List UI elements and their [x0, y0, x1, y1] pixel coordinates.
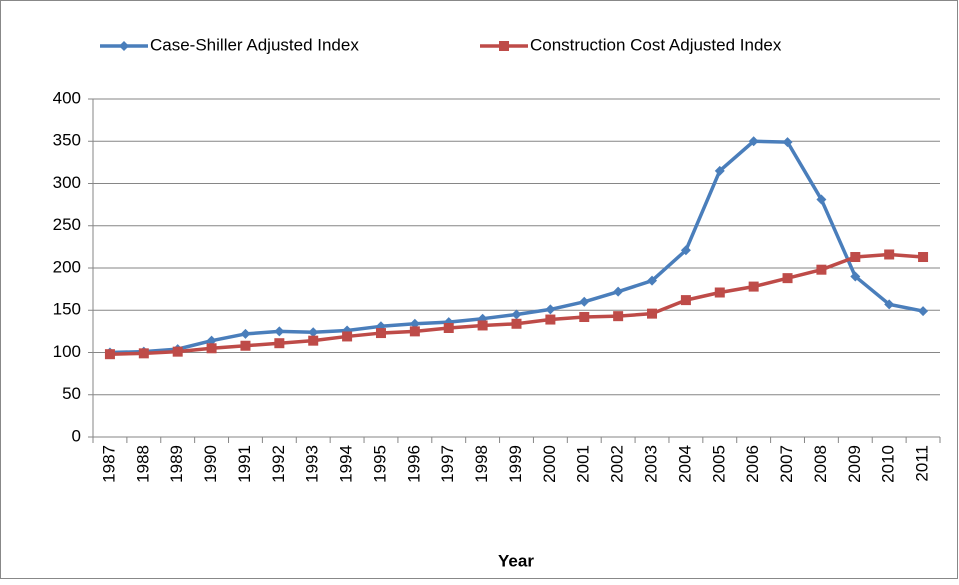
data-point [274, 338, 285, 349]
data-point [680, 245, 691, 256]
data-point [172, 346, 183, 357]
data-point [138, 348, 149, 359]
x-tick-label: 1987 [99, 445, 118, 483]
x-tick-label: 2008 [811, 445, 830, 483]
data-point [206, 343, 217, 354]
data-point [409, 318, 420, 329]
legend-label: Construction Cost Adjusted Index [530, 35, 782, 54]
y-tick-label: 350 [53, 131, 81, 150]
data-point [545, 314, 556, 325]
legend-marker [119, 41, 129, 51]
data-point [579, 296, 590, 307]
data-point [748, 281, 759, 292]
data-point [511, 318, 522, 329]
data-point [884, 299, 895, 310]
data-point [714, 287, 725, 298]
x-tick-label: 2010 [879, 445, 898, 483]
x-tick-label: 1999 [506, 445, 525, 483]
x-tick-label: 1993 [303, 445, 322, 483]
x-tick-label: 2000 [540, 445, 559, 483]
y-tick-label: 400 [53, 88, 81, 107]
data-point [782, 137, 793, 148]
x-tick-label: 2005 [709, 445, 728, 483]
x-axis-title: Year [498, 551, 534, 570]
data-point [104, 349, 115, 360]
data-point [477, 320, 488, 331]
x-tick-label: 1996 [404, 445, 423, 483]
data-point [714, 165, 725, 176]
x-tick-label: 1988 [133, 445, 152, 483]
data-point [816, 264, 827, 275]
data-point [647, 275, 658, 286]
x-tick-label: 1989 [167, 445, 186, 483]
data-point [545, 304, 556, 315]
data-point [308, 327, 319, 338]
data-point [409, 326, 420, 337]
data-point [782, 273, 793, 284]
data-point [884, 249, 895, 260]
data-point [308, 335, 319, 346]
data-point [850, 252, 861, 263]
x-tick-label: 2003 [642, 445, 661, 483]
x-tick-label: 2011 [913, 445, 932, 482]
x-tick-label: 2002 [608, 445, 627, 483]
y-tick-label: 50 [62, 384, 81, 403]
data-point [240, 328, 251, 339]
data-point [511, 309, 522, 320]
data-point [918, 252, 929, 263]
y-tick-label: 250 [53, 215, 81, 234]
legend-label: Case-Shiller Adjusted Index [150, 35, 359, 54]
x-tick-label: 2007 [777, 445, 796, 483]
x-tick-label: 2009 [845, 445, 864, 483]
y-tick-label: 0 [72, 426, 81, 445]
x-tick-label: 1995 [370, 445, 389, 483]
data-point [579, 312, 590, 323]
data-point [748, 136, 759, 147]
data-point [443, 322, 454, 333]
data-point [375, 328, 386, 339]
data-point [816, 194, 827, 205]
data-point [613, 311, 624, 322]
y-tick-label: 150 [53, 300, 81, 319]
y-tick-label: 200 [53, 257, 81, 276]
data-point [240, 340, 251, 351]
y-tick-label: 100 [53, 342, 81, 361]
x-tick-label: 1997 [438, 445, 457, 483]
legend-marker [499, 41, 509, 51]
x-tick-label: 2006 [743, 445, 762, 483]
x-tick-label: 1991 [235, 445, 254, 483]
data-point [274, 326, 285, 337]
data-point [918, 306, 929, 317]
x-tick-label: 1990 [201, 445, 220, 483]
x-tick-label: 1998 [472, 445, 491, 483]
data-point [850, 271, 861, 282]
x-tick-label: 2001 [574, 445, 593, 483]
x-tick-label: 2004 [675, 445, 694, 483]
data-point [680, 295, 691, 306]
x-tick-label: 1992 [269, 445, 288, 483]
data-point [647, 308, 658, 319]
data-point [613, 286, 624, 297]
data-point [342, 331, 353, 342]
y-tick-label: 300 [53, 173, 81, 192]
data-point [206, 335, 217, 346]
x-tick-label: 1994 [337, 445, 356, 483]
